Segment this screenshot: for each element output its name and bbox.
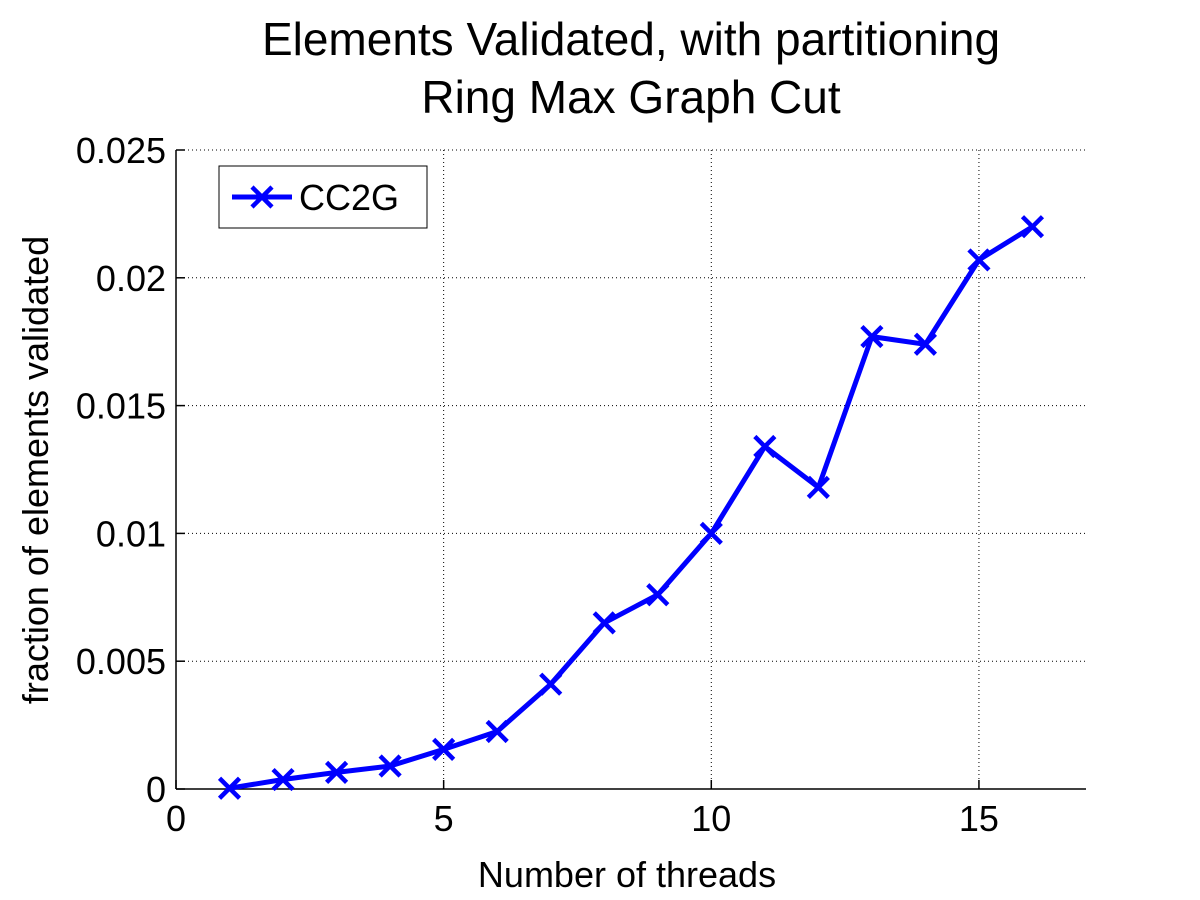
data-point-marker xyxy=(646,583,670,607)
x-tick-label: 5 xyxy=(434,798,454,839)
data-point-marker xyxy=(860,324,884,349)
chart-title: Elements Validated, with partitioning xyxy=(262,13,1000,65)
data-point-marker xyxy=(271,767,295,792)
x-tick-label: 0 xyxy=(166,798,186,839)
y-tick-label: 0.02 xyxy=(96,258,166,299)
data-point-marker xyxy=(699,521,723,545)
data-point-marker xyxy=(967,248,991,272)
data-point-marker xyxy=(806,475,830,499)
y-tick-label: 0.025 xyxy=(76,130,166,171)
series-line-cc2g xyxy=(229,224,1034,791)
x-tick-label: 10 xyxy=(691,798,731,839)
plot-area: 0 5 10 15 0 0.005 0.01 0.015 0.02 0.025 CC2G xyxy=(76,130,1086,839)
x-tick-label: 15 xyxy=(959,798,999,839)
data-point-marker xyxy=(432,737,456,761)
plot-background xyxy=(176,150,1086,789)
chart-subtitle: Ring Max Graph Cut xyxy=(421,71,840,123)
y-tick-label: 0 xyxy=(146,769,166,810)
x-axis-label: Number of threads xyxy=(478,854,776,895)
data-point-marker xyxy=(378,754,402,778)
data-point-marker xyxy=(753,434,777,459)
y-tick-label: 0.005 xyxy=(76,641,166,682)
y-tick-label: 0.015 xyxy=(76,386,166,427)
y-tick-label: 0.01 xyxy=(96,513,166,554)
legend-marker-cc2g xyxy=(250,185,274,209)
data-point-marker xyxy=(913,332,938,356)
data-point-marker xyxy=(217,776,242,800)
data-point-marker xyxy=(592,611,616,635)
data-point-marker xyxy=(485,719,509,744)
legend-label-cc2g: CC2G xyxy=(299,177,399,218)
data-point-marker xyxy=(1020,215,1045,239)
y-axis-label: fraction of elements validated xyxy=(15,236,56,704)
data-point-marker xyxy=(324,760,349,784)
data-point-marker xyxy=(539,672,563,696)
